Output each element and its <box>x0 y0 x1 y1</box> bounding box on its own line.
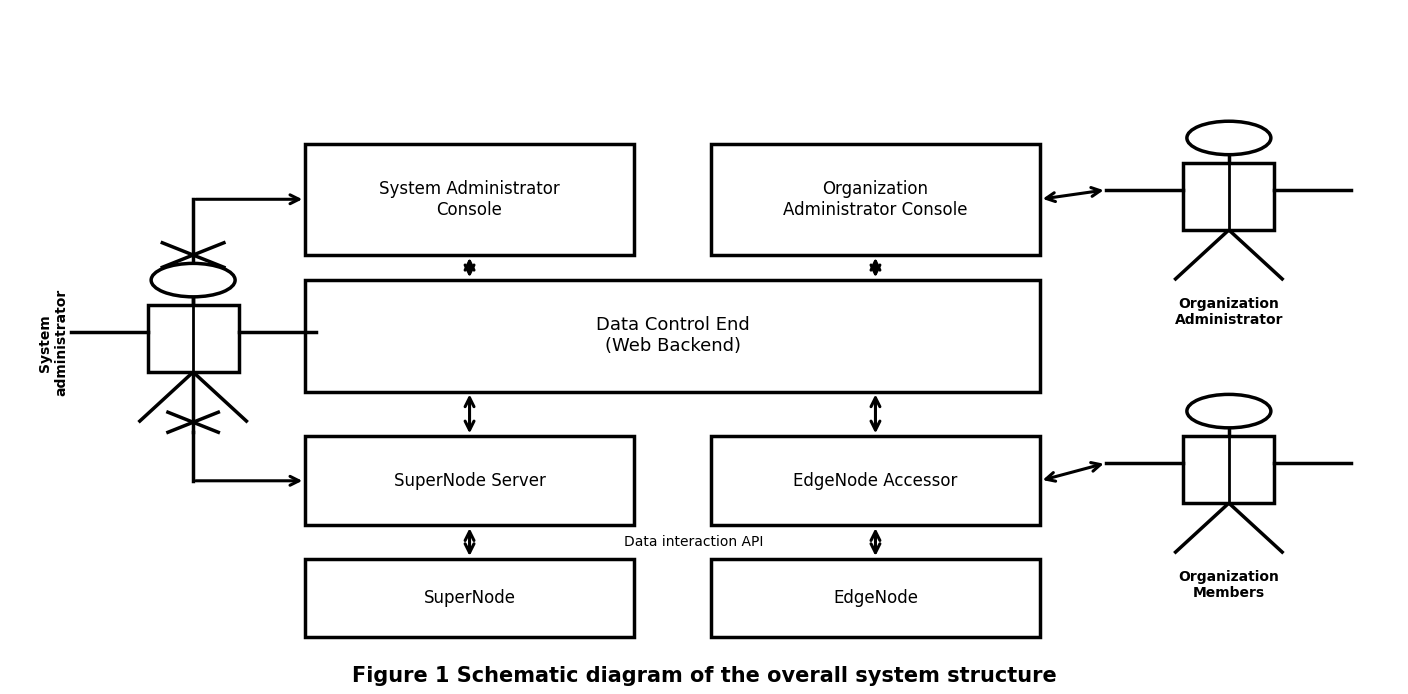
FancyBboxPatch shape <box>306 559 634 637</box>
FancyBboxPatch shape <box>1183 437 1274 503</box>
Text: Figure 1 Schematic diagram of the overall system structure: Figure 1 Schematic diagram of the overal… <box>352 666 1056 686</box>
FancyBboxPatch shape <box>1183 163 1274 230</box>
Text: EdgeNode: EdgeNode <box>834 589 918 607</box>
FancyBboxPatch shape <box>711 559 1041 637</box>
Text: Organization
Administrator: Organization Administrator <box>1174 297 1283 327</box>
FancyBboxPatch shape <box>306 280 1041 391</box>
Text: SuperNode: SuperNode <box>424 589 515 607</box>
Text: Organization
Administrator Console: Organization Administrator Console <box>783 180 967 219</box>
Text: SuperNode Server: SuperNode Server <box>394 472 545 490</box>
FancyBboxPatch shape <box>306 437 634 525</box>
Text: Data interaction API: Data interaction API <box>624 535 763 549</box>
Text: System
administrator: System administrator <box>38 289 68 396</box>
Text: System Administrator
Console: System Administrator Console <box>379 180 560 219</box>
Circle shape <box>151 264 235 297</box>
FancyBboxPatch shape <box>711 144 1041 255</box>
FancyBboxPatch shape <box>711 437 1041 525</box>
Circle shape <box>1187 394 1271 428</box>
Text: EdgeNode Accessor: EdgeNode Accessor <box>793 472 957 490</box>
FancyBboxPatch shape <box>306 144 634 255</box>
Text: Data Control End
(Web Backend): Data Control End (Web Backend) <box>596 316 749 355</box>
FancyBboxPatch shape <box>148 305 238 372</box>
Text: Organization
Members: Organization Members <box>1178 570 1280 600</box>
Circle shape <box>1187 121 1271 155</box>
